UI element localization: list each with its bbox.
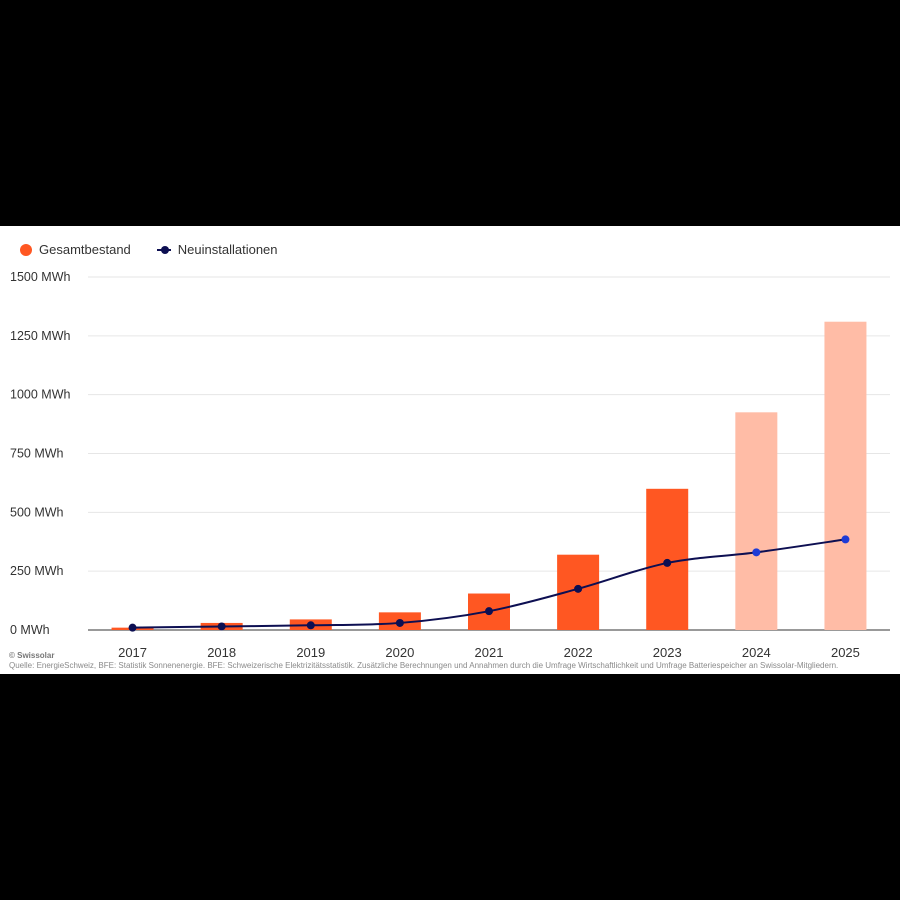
source-text: Quelle: EnergieSchweiz, BFE: Statistik S… (9, 661, 839, 670)
x-tick-label: 2022 (564, 645, 593, 660)
copyright-text: © Swissolar (9, 651, 55, 660)
x-tick-label: 2021 (475, 645, 504, 660)
x-tick-label: 2017 (118, 645, 147, 660)
legend-item-gesamtbestand[interactable]: Gesamtbestand (20, 242, 131, 257)
legend-label-neuinstallationen: Neuinstallationen (177, 242, 278, 257)
x-tick-label: 2020 (385, 645, 414, 660)
bar-2025 (824, 321, 867, 630)
y-tick-label: 1500 MWh (10, 270, 70, 284)
legend-line-icon (156, 245, 171, 254)
legend-item-neuinstallationen[interactable]: Neuinstallationen (156, 242, 278, 257)
line-point-2022 (574, 584, 583, 593)
y-tick-label: 500 MWh (10, 505, 64, 519)
line-point-2020 (395, 618, 404, 627)
line-point-2021 (485, 607, 493, 616)
x-tick-label: 2023 (653, 645, 682, 660)
x-tick-label: 2025 (831, 645, 860, 660)
y-tick-label: 750 MWh (10, 447, 64, 461)
line-point-2017 (128, 623, 137, 632)
chart-panel: 0 MWh 250 MWh 500 MWh 750 MWh 1000 MWh 1250 M… (0, 226, 900, 674)
line-point-2018 (217, 622, 226, 631)
x-tick-label: 2019 (296, 645, 325, 660)
legend-label-gesamtbestand: Gesamtbestand (39, 242, 131, 257)
x-tick-label: 2024 (742, 645, 771, 660)
line-point-2024 (752, 548, 761, 557)
line-point-2023 (663, 558, 672, 567)
bar-2024 (735, 412, 778, 630)
line-point-2019 (306, 621, 315, 630)
y-tick-label: 250 MWh (10, 564, 64, 578)
y-tick-label: 1000 MWh (10, 388, 70, 402)
x-tick-label: 2018 (207, 645, 236, 660)
y-tick-label: 1250 MWh (10, 329, 70, 343)
legend: Gesamtbestand Neuinstallationen (20, 242, 304, 257)
y-tick-label: 0 MWh (10, 623, 50, 637)
line-point-2025 (841, 535, 850, 544)
legend-dot-icon (20, 243, 32, 256)
chart: 0 MWh 250 MWh 500 MWh 750 MWh 1000 MWh 1250 M… (10, 270, 890, 660)
